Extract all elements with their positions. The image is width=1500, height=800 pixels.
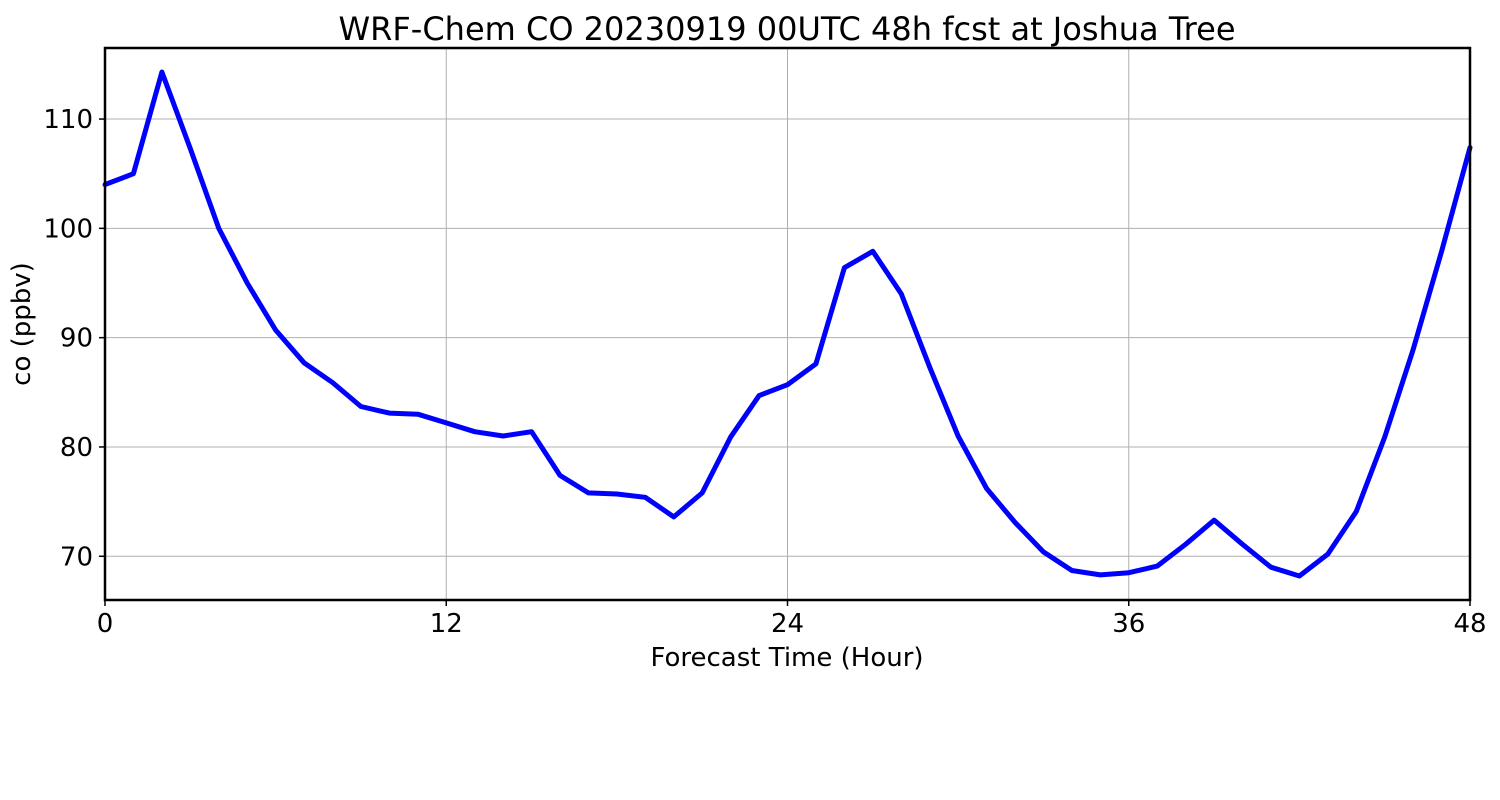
co-series-line [102,69,1473,579]
grid-layer [105,48,1470,600]
x-tick-label: 12 [430,609,463,639]
series-layer [102,69,1473,579]
y-tick-label: 100 [43,214,93,244]
x-tick-label: 24 [771,609,804,639]
y-tick-label: 90 [60,324,93,354]
x-tick-label: 48 [1453,609,1486,639]
x-tick-label: 36 [1112,609,1145,639]
y-tick-label: 80 [60,433,93,463]
y-tick-label: 110 [43,105,93,135]
x-axis-label: Forecast Time (Hour) [650,643,923,673]
y-axis-label: co (ppbv) [7,262,37,386]
y-tick-label: 70 [60,542,93,572]
x-tick-label: 0 [97,609,114,639]
tick-layer: 0 12 24 36 48 70 80 90 100 110 [43,105,1486,639]
chart-title: WRF-Chem CO 20230919 00UTC 48h fcst at J… [338,10,1235,48]
